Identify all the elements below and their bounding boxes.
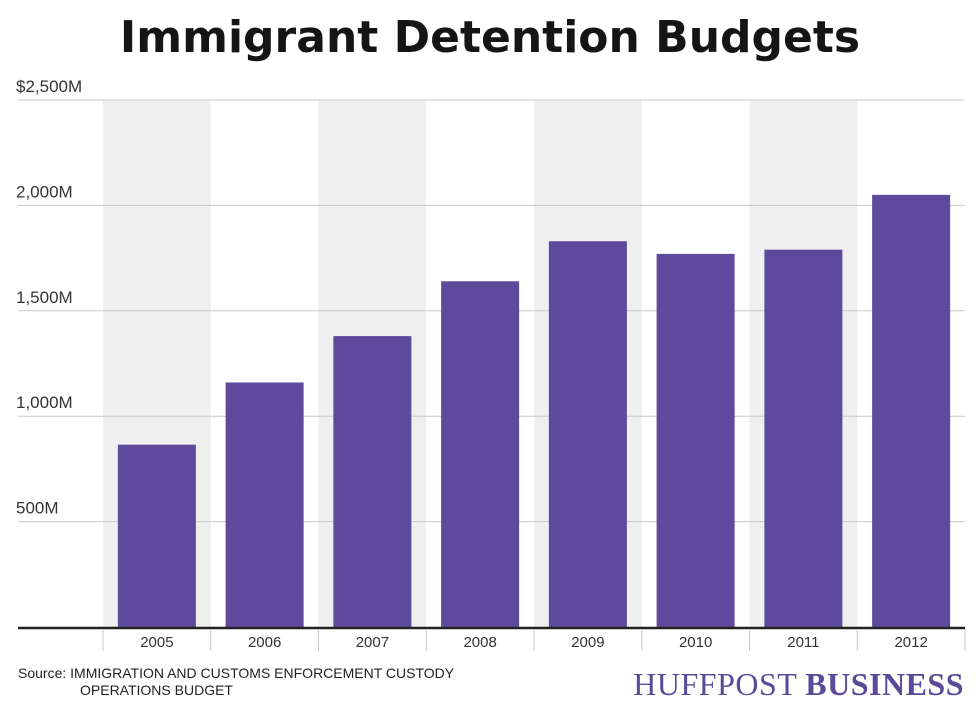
x-tick-label: 2010 — [679, 634, 712, 651]
x-tick-labels: 2005 2006 2007 2008 2009 2010 2011 2012 — [140, 634, 928, 651]
x-axis — [18, 626, 966, 651]
brand-business: BUSINESS — [805, 666, 964, 702]
source-line-1: Source: IMMIGRATION AND CUSTOMS ENFORCEM… — [18, 665, 455, 681]
x-tick-label: 2009 — [571, 634, 604, 651]
bar — [225, 382, 304, 627]
bars — [117, 194, 951, 628]
brand-logo: HUFFPOST BUSINESS — [633, 666, 964, 703]
bar — [656, 253, 735, 627]
y-tick-label: 500M — [16, 499, 59, 518]
bar — [548, 241, 627, 627]
source-note: Source: IMMIGRATION AND CUSTOMS ENFORCEM… — [18, 665, 454, 699]
bar — [764, 249, 843, 627]
x-tick-label: 2008 — [463, 634, 496, 651]
brand-huffpost: HUFFPOST — [633, 666, 797, 702]
x-tick-label: 2011 — [787, 634, 819, 651]
y-tick-label: $2,500M — [16, 77, 82, 96]
bar — [441, 281, 520, 627]
x-tick-label: 2006 — [248, 634, 281, 651]
chart-title: Immigrant Detention Budgets — [119, 12, 861, 63]
source-line-2: OPERATIONS BUDGET — [80, 682, 233, 698]
x-tick-label: 2007 — [356, 634, 389, 651]
x-tick-label: 2005 — [140, 634, 173, 651]
y-tick-label: 1,000M — [16, 393, 73, 412]
bar — [872, 194, 951, 628]
bar — [333, 336, 412, 627]
y-tick-label: 1,500M — [16, 288, 73, 307]
y-tick-labels: $2,500M 2,000M 1,500M 1,000M 500M — [16, 77, 82, 518]
y-tick-label: 2,000M — [16, 182, 73, 201]
x-tick-label: 2012 — [894, 634, 927, 651]
bar — [117, 444, 196, 627]
